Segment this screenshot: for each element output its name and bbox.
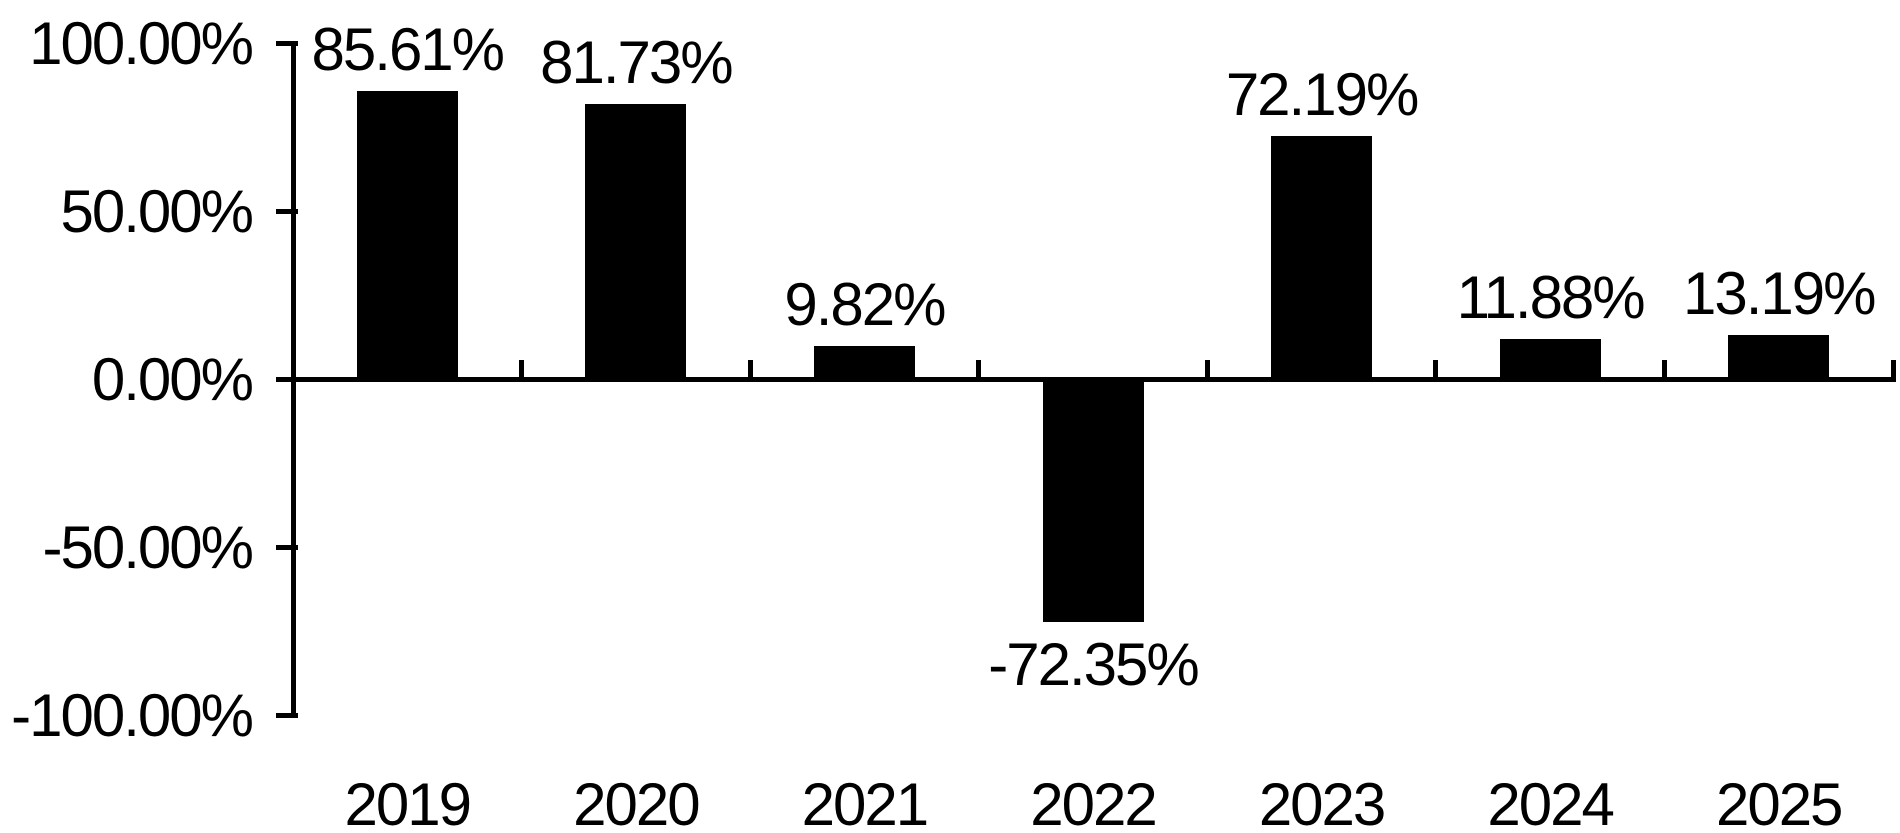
y-axis-tick [276, 208, 298, 214]
y-axis-tick-label: 0.00% [91, 346, 254, 413]
bar-value-label-2025: 13.19% [1682, 259, 1877, 327]
y-axis-tick [276, 40, 298, 46]
x-axis-tick [1204, 360, 1210, 379]
bar-2024 [1499, 339, 1601, 379]
x-axis-category-label-2024: 2024 [1487, 771, 1614, 833]
bar-2022 [1042, 379, 1144, 623]
bar-value-label-2019: 85.61% [311, 16, 506, 84]
x-axis-tick [519, 360, 525, 379]
x-axis-tick [747, 360, 753, 379]
x-axis-category-label-2025: 2025 [1715, 771, 1843, 833]
x-axis-tick [1890, 360, 1896, 379]
bar-value-label-2023: 72.19% [1225, 61, 1420, 129]
bar-value-label-2024: 11.88% [1456, 264, 1646, 332]
bar-2023 [1271, 136, 1373, 379]
x-axis-tick [1661, 360, 1667, 379]
bar-value-label-2021: 9.82% [784, 271, 946, 338]
bar-value-label-2022: -72.35% [988, 631, 1199, 699]
y-axis-tick-label: -50.00% [42, 514, 254, 581]
y-axis-tick [276, 376, 298, 382]
bar-2020 [585, 104, 687, 379]
y-axis-tick-label: 100.00% [29, 10, 254, 77]
x-axis-tick [1433, 360, 1439, 379]
x-axis-category-label-2022: 2022 [1030, 771, 1157, 833]
x-axis-category-label-2020: 2020 [573, 771, 700, 833]
bar-2019 [356, 91, 458, 379]
x-axis-category-label-2023: 2023 [1258, 771, 1386, 833]
x-axis-tick [976, 360, 982, 379]
x-axis-category-label-2019: 2019 [344, 771, 472, 833]
x-axis-category-label-2021: 2021 [801, 771, 929, 833]
bar-value-label-2020: 81.73% [540, 29, 734, 97]
y-axis-tick-label: -100.00% [11, 682, 254, 749]
bar-2021 [813, 346, 915, 379]
y-axis-tick [276, 712, 298, 718]
bar-2025 [1728, 334, 1830, 379]
y-axis-tick-label: 50.00% [60, 178, 255, 245]
y-axis-tick [276, 544, 298, 550]
